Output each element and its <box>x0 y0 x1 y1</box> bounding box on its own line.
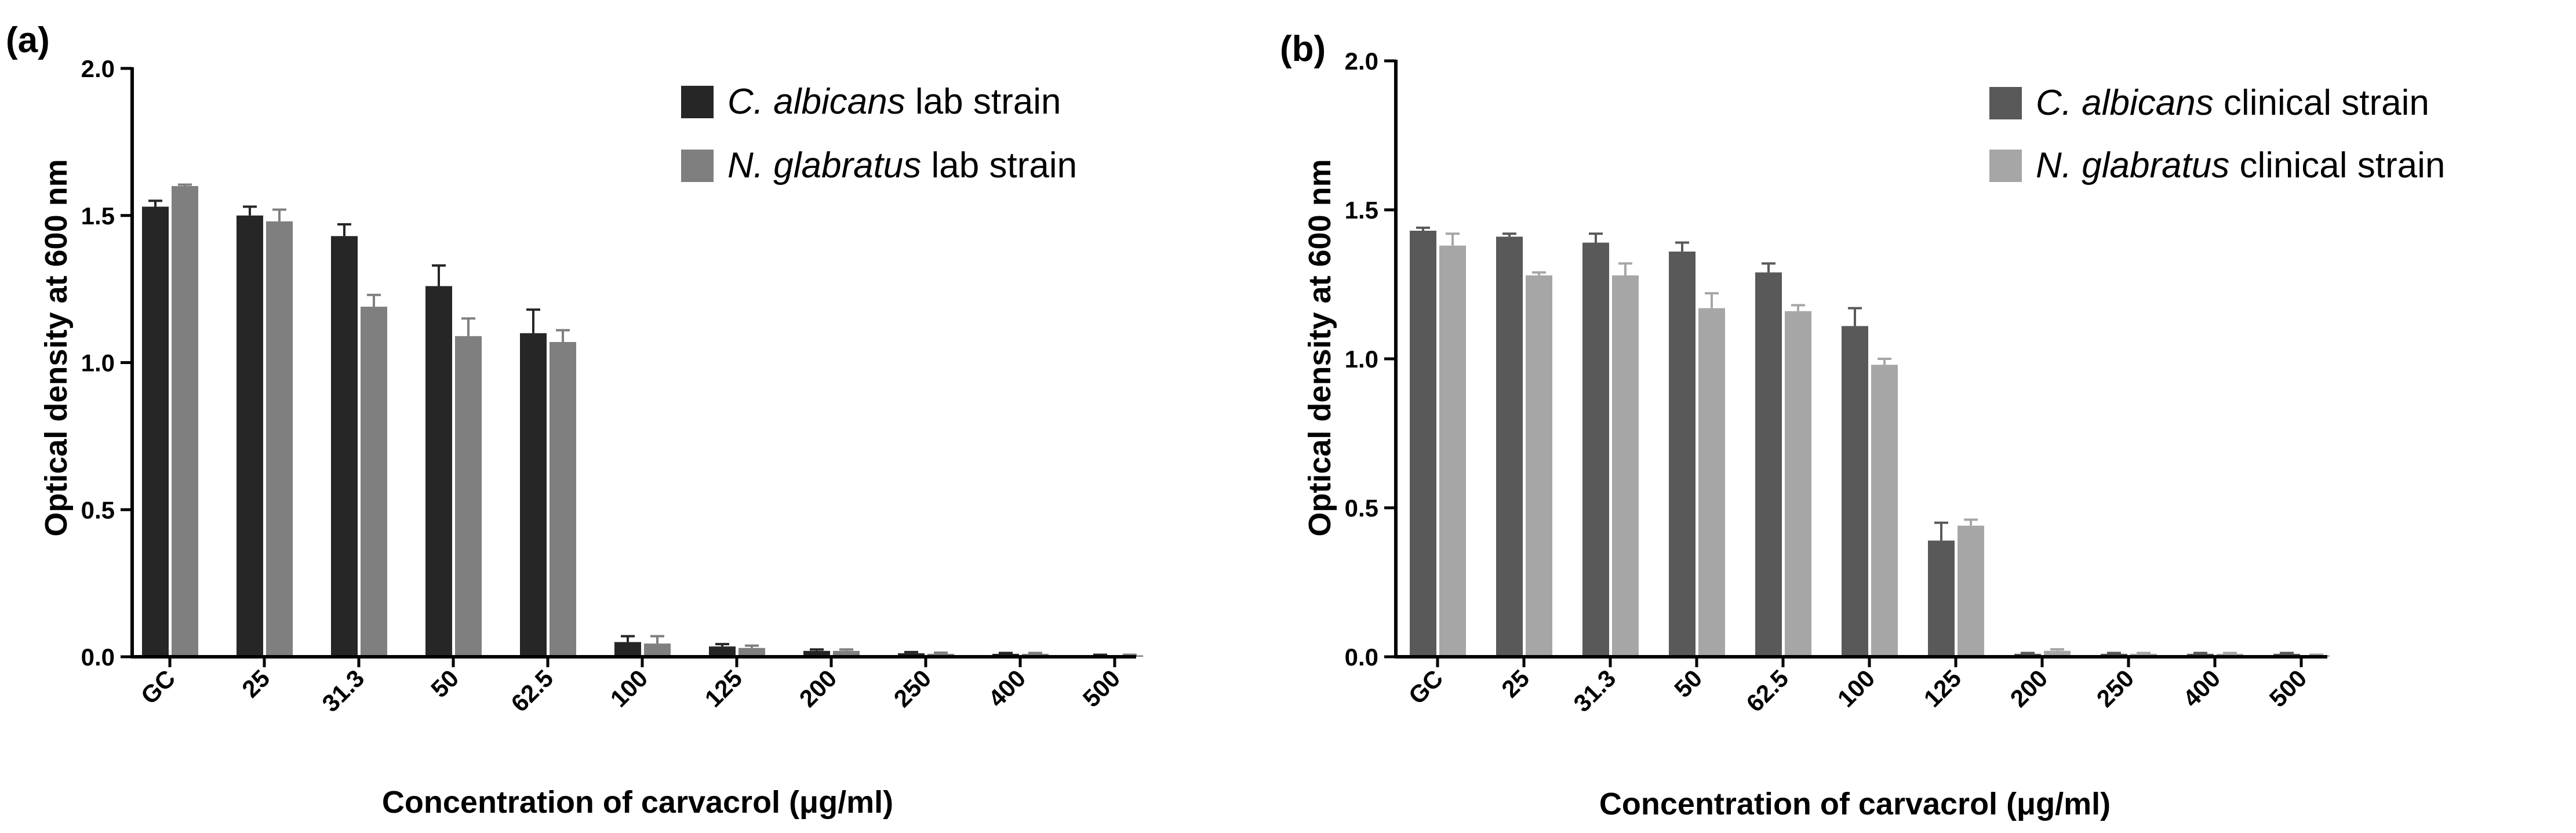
panel-a-axes <box>121 67 1136 667</box>
panel-b-x-tick-label-25: 25 <box>1496 664 1534 703</box>
panel-b-y-tick-label-1.5: 1.5 <box>1345 197 1378 224</box>
panel-b-x-tick-label-50: 50 <box>1669 664 1707 703</box>
panel-a-bar-s1-GC <box>142 206 169 657</box>
panel-b-y-tick-label-0.0: 0.0 <box>1345 643 1378 671</box>
panel-a-bar-s1-31.3 <box>331 236 358 657</box>
panel-b-bars <box>1410 226 2330 657</box>
panel-b-bar-s2-62.5 <box>1785 311 1811 657</box>
panel-b-bar-s2-200 <box>2044 650 2071 657</box>
panel-b-y-tick-label-0.5: 0.5 <box>1345 494 1378 522</box>
panel-a-x-tick-label-25: 25 <box>237 664 275 703</box>
panel-a-x-tick-label-125: 125 <box>700 664 748 712</box>
panel-b-y-tick-label-1.0: 1.0 <box>1345 345 1378 373</box>
panel-a-x-tick-label-GC: GC <box>136 664 181 710</box>
panel-b-x-ticks: GC 25 31.3 50 62.5 100 125 200 250 400 500 <box>1403 664 2312 717</box>
panel-a-bar-s1-250 <box>898 653 925 657</box>
panel-b-legend-label-1: C. albicans clinical strain <box>2036 83 2429 123</box>
panel-a-bar-s1-50 <box>425 286 452 657</box>
panel-a-bar-s1-62.5 <box>520 333 547 657</box>
panel-b-bar-s1-25 <box>1496 237 1523 657</box>
panel-b-bar-s2-31.3 <box>1612 275 1639 657</box>
panel-a-x-tick-label-31.3: 31.3 <box>316 664 369 717</box>
panel-a-bar-s2-31.3 <box>361 307 387 657</box>
panel-a-y-ticks: 0.0 0.5 1.0 1.5 2.0 <box>81 55 115 671</box>
panel-a-bars <box>142 183 1143 657</box>
panel-b-x-tick-label-100: 100 <box>1832 664 1880 712</box>
panel-b-legend-swatch-2 <box>1989 150 2022 182</box>
panel-a-x-tick-label-200: 200 <box>794 664 842 712</box>
panel-b-bar-s1-GC <box>1410 230 1436 657</box>
panel-b-y-ticks: 0.0 0.5 1.0 1.5 2.0 <box>1345 48 1378 671</box>
panel-b-bar-s2-125 <box>1958 525 1984 657</box>
panel-b-bar-s1-62.5 <box>1755 272 1782 657</box>
panel-b-bar-s1-50 <box>1669 251 1695 657</box>
panel-a-y-tick-label-1.5: 1.5 <box>81 202 115 230</box>
panel-b-axes <box>1384 59 2327 667</box>
panel-b-x-tick-label-400: 400 <box>2178 664 2226 712</box>
panel-a-y-tick-label-2.0: 2.0 <box>81 55 115 82</box>
panel-a-x-axis-title: Concentration of carvacrol (μg/ml) <box>382 785 893 820</box>
panel-a-x-tick-label-500: 500 <box>1078 664 1126 712</box>
panel-b-legend-label-2: N. glabratus clinical strain <box>2036 145 2445 185</box>
panel-b-bar-s1-31.3 <box>1582 242 1609 657</box>
panel-b-y-axis-title: Optical density at 600 nm <box>1302 159 1337 536</box>
panel-a-legend-swatch-1 <box>681 86 714 118</box>
panel-b-bar-s2-GC <box>1439 245 1466 657</box>
panel-a-y-tick-label-0.5: 0.5 <box>81 496 115 523</box>
panel-a-x-tick-label-400: 400 <box>983 664 1031 712</box>
panel-b-x-tick-label-500: 500 <box>2264 664 2312 712</box>
panel-a-bar-s2-GC <box>172 186 198 657</box>
panel-b-bar-s2-100 <box>1871 365 1898 657</box>
panel-a-bar-s1-25 <box>237 215 263 657</box>
panel-a-bar-s1-200 <box>803 650 830 657</box>
panel-a-x-ticks: GC 25 31.3 50 62.5 100 125 200 250 400 500 <box>136 664 1126 717</box>
panel-b-x-tick-label-GC: GC <box>1403 664 1449 710</box>
panel-a-label: (a) <box>6 20 50 60</box>
panel-a-legend-label-1: C. albicans lab strain <box>727 82 1061 122</box>
panel-a-y-tick-label-1.0: 1.0 <box>81 350 115 377</box>
panel-a-legend-label-2: N. glabratus lab strain <box>727 145 1077 185</box>
panel-b-x-tick-label-62.5: 62.5 <box>1741 664 1793 717</box>
panel-a-y-tick-label-0.0: 0.0 <box>81 643 115 671</box>
panel-a-bar-s2-50 <box>455 336 482 657</box>
panel-b-legend: C. albicans clinical strain N. glabratus… <box>1989 83 2445 185</box>
panel-a-legend: C. albicans lab strain N. glabratus lab … <box>681 82 1077 185</box>
panel-b-x-tick-label-31.3: 31.3 <box>1568 664 1621 717</box>
panel-a-x-tick-label-50: 50 <box>425 664 464 703</box>
panel-b-x-tick-label-200: 200 <box>2005 664 2053 712</box>
panel-a-bar-s1-100 <box>614 642 641 657</box>
panel-b-chart: (b) Optical density at 600 nm 0.0 0.5 1.0 1… <box>1280 29 2445 821</box>
panel-b-bar-s2-50 <box>1698 308 1725 657</box>
panel-b-legend-swatch-1 <box>1989 87 2022 119</box>
panel-a-bar-s2-62.5 <box>550 341 576 657</box>
panel-a-legend-swatch-2 <box>681 150 714 182</box>
panel-b-bar-s2-25 <box>1526 275 1552 657</box>
panel-a-chart: (a) Optical density at 600 nm 0.0 0.5 1.0 1… <box>6 20 1143 820</box>
panel-a-y-axis-title: Optical density at 600 nm <box>39 159 74 536</box>
panel-a-bar-s2-100 <box>644 643 671 657</box>
panel-a-bar-s2-25 <box>266 221 293 657</box>
panel-a-bar-s2-200 <box>833 650 860 657</box>
panel-a-x-tick-label-250: 250 <box>889 664 937 712</box>
panel-b-bar-s1-125 <box>1928 540 1955 657</box>
panel-a-bar-s2-125 <box>738 648 765 657</box>
panel-b-x-tick-label-250: 250 <box>2091 664 2140 712</box>
panel-a-x-tick-label-62.5: 62.5 <box>505 664 558 717</box>
panel-b-x-axis-title: Concentration of carvacrol (μg/ml) <box>1599 787 2111 821</box>
panel-b-bar-s1-100 <box>1842 326 1868 657</box>
panel-a-bar-s1-125 <box>709 646 736 657</box>
panel-b-label: (b) <box>1280 29 1326 69</box>
panel-b-x-tick-label-125: 125 <box>1919 664 1967 712</box>
panel-b-y-tick-label-2.0: 2.0 <box>1345 48 1378 75</box>
panel-a-x-tick-label-100: 100 <box>605 664 653 712</box>
